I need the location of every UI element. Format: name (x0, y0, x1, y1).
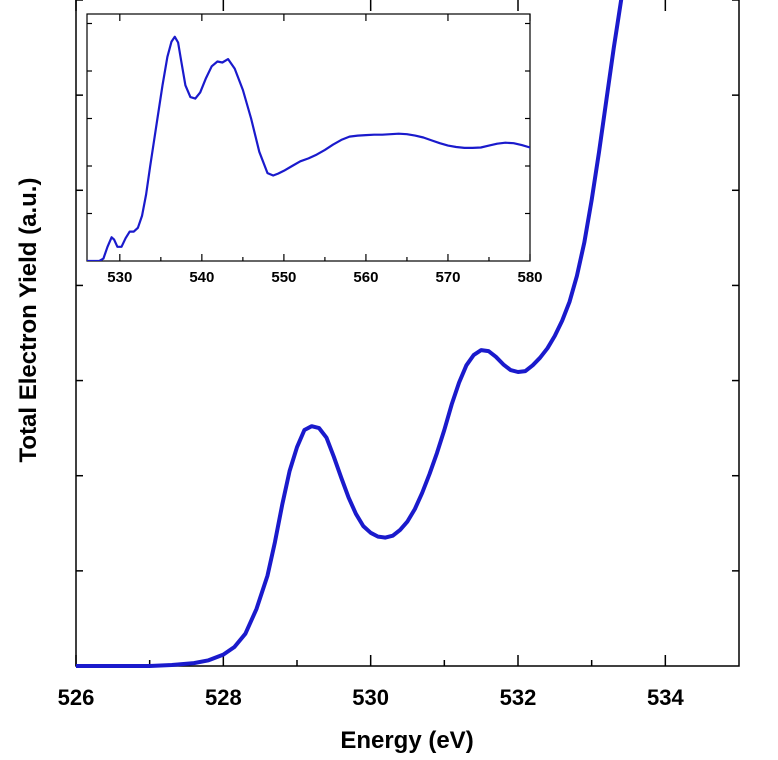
inset-x-tick-label: 560 (353, 269, 378, 286)
inset-x-tick-label: 540 (189, 269, 214, 286)
x-axis-title: Energy (eV) (340, 727, 473, 754)
main-series-line (76, 0, 624, 668)
inset-ticks (87, 14, 531, 261)
inset-x-tick-labels: 530 540 550 560 570 580 (107, 269, 542, 286)
inset-series-line (87, 35, 530, 261)
main-x-tick-label: 532 (500, 685, 537, 710)
main-x-tick-label: 528 (205, 685, 242, 710)
main-x-tick-label: 530 (352, 685, 389, 710)
inset-x-tick-label: 570 (435, 269, 460, 286)
inset-x-tick-label: 550 (271, 269, 296, 286)
main-x-tick-label: 534 (647, 685, 684, 710)
y-axis-title: Total Electron Yield (a.u.) (15, 178, 42, 463)
inset-x-tick-label: 580 (517, 269, 542, 286)
main-x-tick-labels: 526 528 530 532 534 (58, 685, 685, 710)
inset-plot-frame (86, 13, 531, 262)
inset-x-tick-label: 530 (107, 269, 132, 286)
main-plot-frame (75, 0, 740, 667)
main-x-tick-label: 526 (58, 685, 95, 710)
